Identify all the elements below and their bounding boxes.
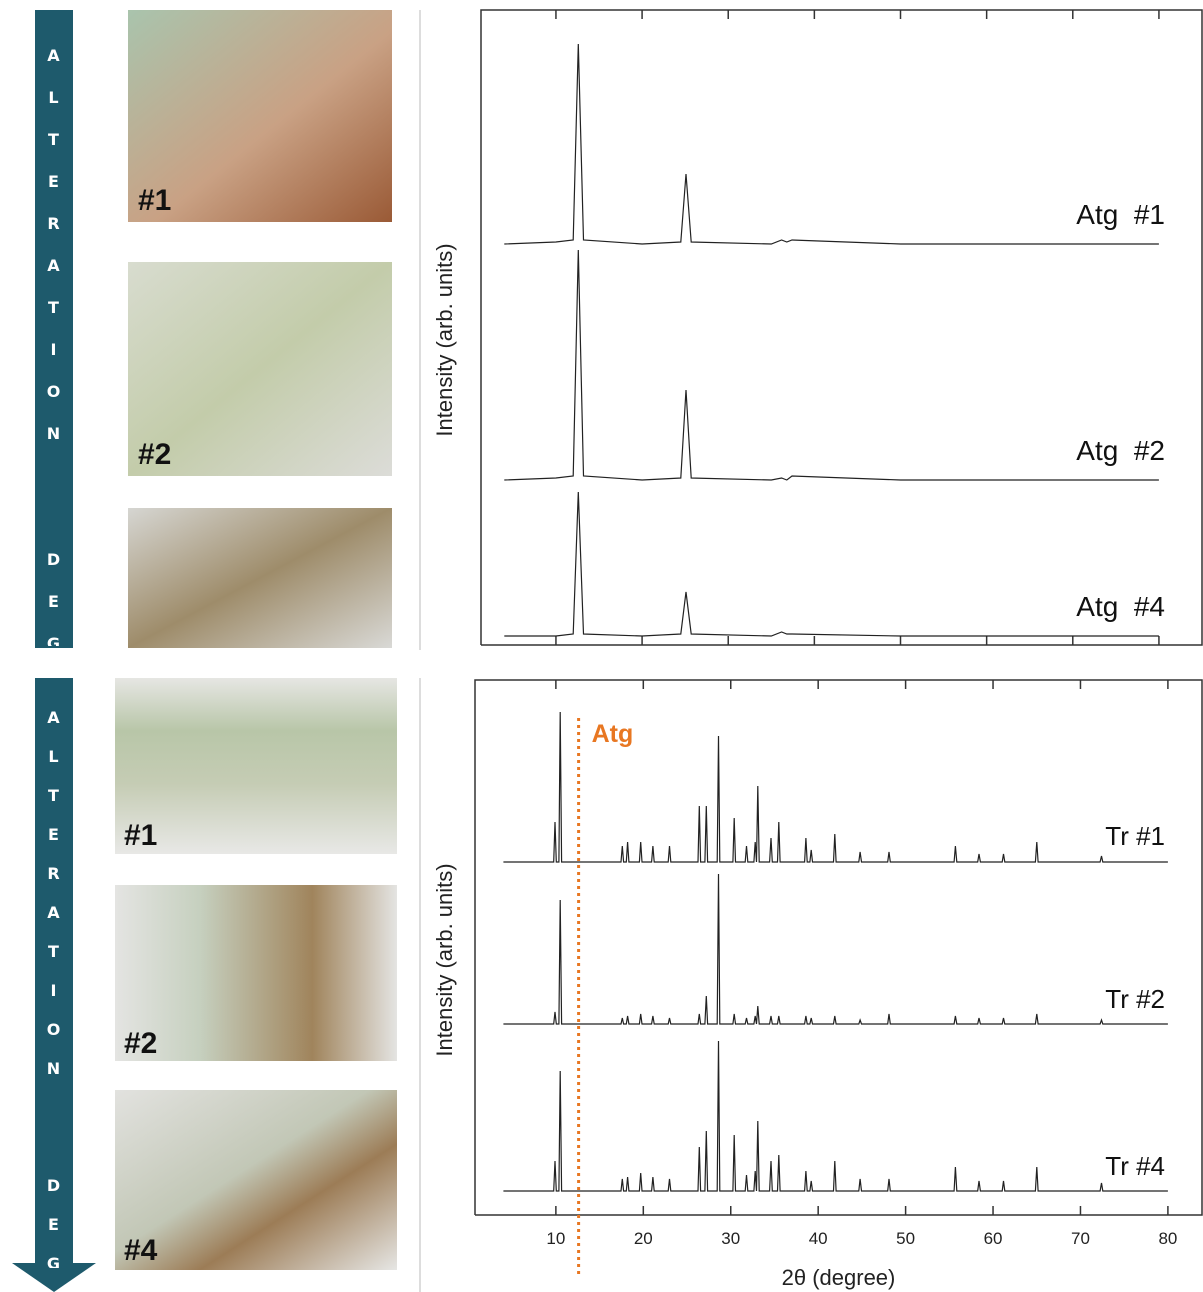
x-tick-label: 70 [1071,1229,1090,1248]
photo [128,262,392,476]
series-label: Atg #4 [1076,591,1165,622]
arrow-shaft [35,678,73,1264]
series-label: Tr #2 [1105,984,1165,1014]
arrow-label: ALTERATION DEGREE [44,708,63,1268]
photo [128,10,392,222]
photo [128,508,392,648]
pattern-line [504,43,1159,245]
annotation-label: Atg [592,720,634,748]
photo-label: #1 [124,819,157,852]
pattern-line [504,249,1159,481]
series-label: Atg #1 [1076,199,1165,230]
series-label: Atg #2 [1076,435,1165,466]
arrow-shaft [35,10,73,648]
series-label: Tr #4 [1105,1151,1165,1181]
y-axis-label: Intensity (arb. units) [432,243,457,436]
photo-label: #4 [124,1234,158,1267]
y-axis-label: Intensity (arb. units) [432,863,457,1056]
pattern-line [503,711,1168,863]
x-tick-label: 20 [634,1229,653,1248]
x-tick-label: 60 [984,1229,1003,1248]
photo-label: #2 [138,438,171,471]
x-tick-label: 40 [809,1229,828,1248]
x-tick-label: 10 [546,1229,565,1248]
photo [115,885,397,1061]
pattern-line [503,873,1168,1025]
pattern-line [504,491,1159,637]
photo [115,678,397,854]
arrow-head [12,1263,96,1292]
photo [115,1090,397,1270]
pattern-line [503,1040,1168,1192]
x-axis-label: 2θ (degree) [782,1265,896,1290]
photo-label: #1 [138,184,171,217]
x-tick-label: 80 [1158,1229,1177,1248]
frame [480,9,1203,646]
frame [474,679,1203,1216]
series-label: Tr #1 [1105,821,1165,851]
x-tick-label: 50 [896,1229,915,1248]
x-tick-label: 30 [721,1229,740,1248]
arrow-label: ALTERATION DEGR [44,46,63,646]
photo-label: #2 [124,1027,157,1060]
